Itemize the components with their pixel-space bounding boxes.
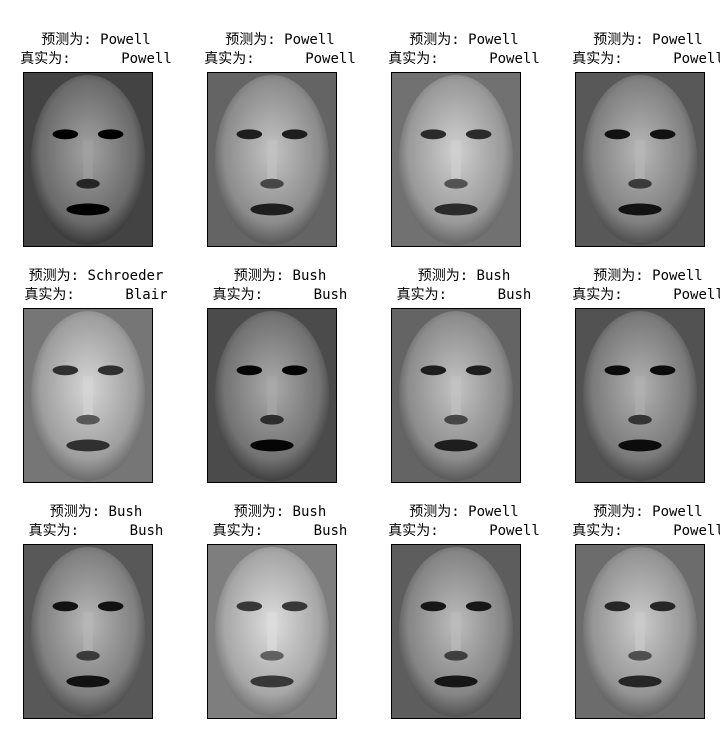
face-panel: 预测为: Powell 真实为: Powell <box>556 503 720 733</box>
predicted-label: 预测为: Powell <box>409 504 519 520</box>
predicted-label: 预测为: Powell <box>593 504 703 520</box>
face-image <box>207 544 337 719</box>
true-label: 真实为: Powell <box>204 51 356 67</box>
predicted-label: 预测为: Powell <box>409 32 519 48</box>
true-label: 真实为: Powell <box>572 523 720 539</box>
face-image <box>391 308 521 483</box>
predicted-label: 预测为: Bush <box>49 504 143 520</box>
predicted-label: 预测为: Powell <box>225 32 335 48</box>
true-label: 真实为: Bush <box>212 523 348 539</box>
predicted-label: 预测为: Powell <box>593 32 703 48</box>
predicted-label: 预测为: Bush <box>233 268 327 284</box>
face-image <box>23 308 153 483</box>
true-label: 真实为: Powell <box>388 51 540 67</box>
face-panel: 预测为: Bush 真实为: Bush <box>188 267 372 497</box>
true-label: 真实为: Powell <box>20 51 172 67</box>
face-image <box>575 308 705 483</box>
true-label: 真实为: Powell <box>572 287 720 303</box>
face-panel: 预测为: Schroeder 真实为: Blair <box>4 267 188 497</box>
face-panel: 预测为: Powell 真实为: Powell <box>372 503 556 733</box>
predicted-label: 预测为: Powell <box>593 268 703 284</box>
predicted-label: 预测为: Bush <box>417 268 511 284</box>
face-image <box>575 72 705 247</box>
face-image <box>391 544 521 719</box>
predicted-label: 预测为: Bush <box>233 504 327 520</box>
face-image <box>23 72 153 247</box>
face-panel: 预测为: Powell 真实为: Powell <box>372 31 556 261</box>
face-image <box>391 72 521 247</box>
face-image <box>207 72 337 247</box>
predicted-label: 预测为: Powell <box>41 32 151 48</box>
face-panel: 预测为: Bush 真实为: Bush <box>188 503 372 733</box>
face-image <box>207 308 337 483</box>
true-label: 真实为: Bush <box>28 523 164 539</box>
predicted-label: 预测为: Schroeder <box>28 268 164 284</box>
face-panel: 预测为: Powell 真实为: Powell <box>4 31 188 261</box>
face-panel: 预测为: Bush 真实为: Bush <box>372 267 556 497</box>
face-image <box>575 544 705 719</box>
face-panel: 预测为: Powell 真实为: Powell <box>556 267 720 497</box>
true-label: 真实为: Bush <box>212 287 348 303</box>
true-label: 真实为: Blair <box>24 287 168 303</box>
true-label: 真实为: Powell <box>388 523 540 539</box>
face-panel: 预测为: Bush 真实为: Bush <box>4 503 188 733</box>
true-label: 真实为: Powell <box>572 51 720 67</box>
true-label: 真实为: Bush <box>396 287 532 303</box>
face-image <box>23 544 153 719</box>
face-panel: 预测为: Powell 真实为: Powell <box>556 31 720 261</box>
face-panel: 预测为: Powell 真实为: Powell <box>188 31 372 261</box>
